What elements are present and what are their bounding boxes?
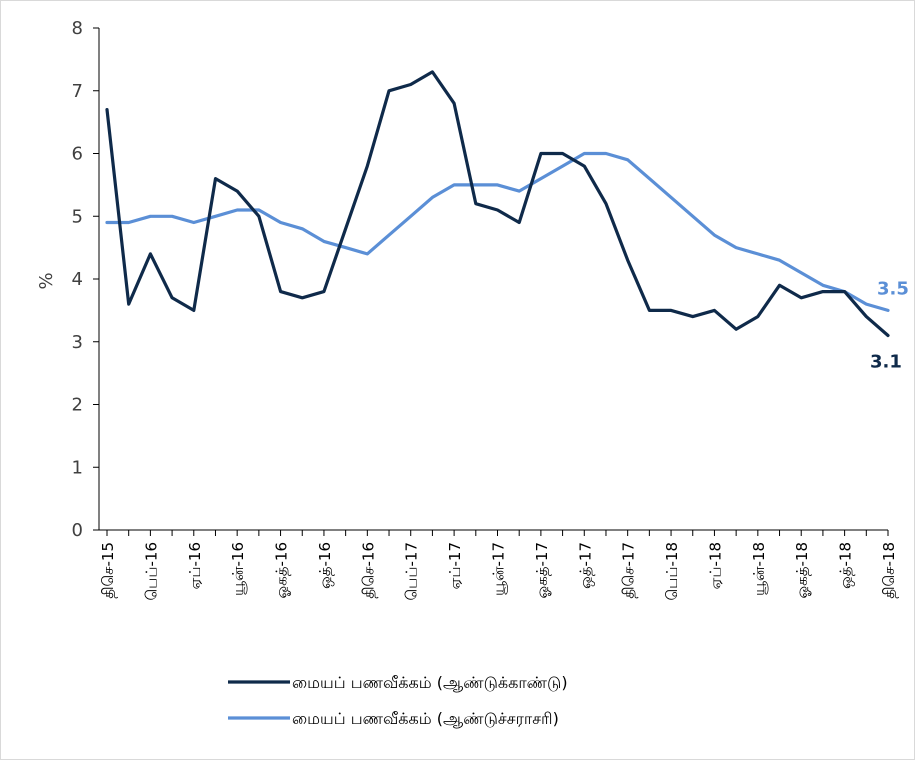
x-tick-label: யூன்-16	[229, 542, 247, 596]
x-tick-label: யூன்-18	[750, 542, 768, 596]
legend: மையப் பணவீக்கம் (ஆண்டுக்காண்டு) மையப் பணவ…	[228, 673, 568, 728]
x-tick-label: திசெ-16	[359, 542, 377, 599]
x-tick-label: ஒத்-18	[837, 542, 855, 589]
y-tick-label: 6	[72, 144, 83, 165]
series-line-1	[105, 151, 890, 312]
x-tick-label: ஓகத்-16	[273, 542, 291, 598]
y-axis-ticks: 0 1 2 3 4 5 6 7 8	[72, 18, 99, 541]
y-tick-label: 2	[72, 395, 83, 416]
x-tick-label: திசெ-17	[620, 542, 638, 599]
y-tick-label: 3	[72, 332, 83, 353]
y-tick-label: 7	[72, 81, 83, 102]
end-label-series-2: 3.5	[877, 278, 909, 299]
x-tick-label: ஓகத்-18	[793, 542, 811, 598]
end-labels: 3.1 3.5	[870, 278, 909, 372]
x-tick-label: ஒத்-17	[576, 542, 594, 589]
x-tick-label: யூன்-17	[490, 542, 508, 596]
x-tick-label: ஓகத்-17	[533, 542, 551, 598]
y-tick-label: 5	[72, 206, 83, 227]
y-tick-label: 4	[72, 269, 83, 290]
end-label-series-1: 3.1	[870, 351, 902, 372]
y-tick-label: 0	[72, 520, 83, 541]
y-tick-label: 8	[72, 18, 83, 39]
y-axis-label-group: %	[36, 272, 57, 289]
x-tick-label: பெப்-16	[142, 542, 160, 601]
series-lines	[105, 70, 890, 338]
y-axis-label: %	[36, 272, 57, 289]
legend-label-2: மையப் பணவீக்கம் (ஆண்டுச்சராசரி)	[292, 709, 559, 728]
series-line-0	[105, 70, 890, 338]
x-tick-label: திசெ-15	[99, 542, 117, 599]
x-tick-label: ஏப்-16	[186, 542, 204, 589]
x-tick-label: பெப்-18	[663, 542, 681, 601]
x-tick-label: பெப்-17	[403, 542, 421, 601]
legend-label-1: மையப் பணவீக்கம் (ஆண்டுக்காண்டு)	[292, 673, 568, 692]
x-tick-label: ஏப்-18	[706, 542, 724, 589]
x-axis-ticks: திசெ-15 பெப்-16 ஏப்-16 யூன்-16 ஓகத்-16 ஒத்-16…	[99, 530, 898, 601]
y-tick-label: 1	[72, 457, 83, 478]
axes	[98, 28, 888, 531]
x-tick-label: ஒத்-16	[316, 542, 334, 589]
x-tick-label: ஏப்-17	[446, 542, 464, 589]
x-tick-label: திசெ-18	[880, 542, 898, 599]
